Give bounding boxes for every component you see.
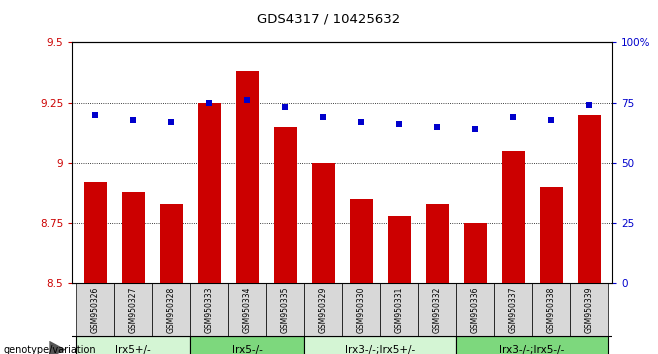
Bar	[350, 199, 372, 283]
Point	[242, 97, 253, 103]
Bar	[76, 336, 190, 354]
Point	[166, 119, 176, 125]
Text: lrx3-/-;lrx5+/-: lrx3-/-;lrx5+/-	[345, 344, 415, 354]
Bar	[388, 216, 411, 283]
Point	[584, 102, 594, 108]
Text: GSM950337: GSM950337	[509, 286, 518, 333]
Bar	[152, 283, 190, 336]
Bar	[342, 283, 380, 336]
Text: GSM950335: GSM950335	[281, 286, 290, 333]
Text: GSM950331: GSM950331	[395, 286, 403, 333]
Bar	[114, 283, 152, 336]
Point	[432, 124, 442, 130]
Bar	[570, 283, 608, 336]
Text: GSM950326: GSM950326	[91, 286, 99, 333]
Text: GDS4317 / 10425632: GDS4317 / 10425632	[257, 12, 401, 25]
Bar	[160, 204, 182, 283]
Bar	[456, 336, 608, 354]
Bar	[190, 283, 228, 336]
Bar	[76, 283, 114, 336]
Point	[546, 117, 557, 122]
Polygon shape	[49, 341, 66, 354]
Text: lrx5+/-: lrx5+/-	[115, 344, 151, 354]
Point	[356, 119, 367, 125]
Bar	[494, 283, 532, 336]
Bar	[190, 336, 304, 354]
Bar	[464, 223, 486, 283]
Text: GSM950329: GSM950329	[318, 286, 328, 333]
Point	[90, 112, 101, 118]
Point	[280, 105, 290, 110]
Bar	[380, 283, 418, 336]
Bar	[456, 283, 494, 336]
Text: GSM950339: GSM950339	[585, 286, 594, 333]
Text: GSM950332: GSM950332	[433, 286, 442, 333]
Text: lrx5-/-: lrx5-/-	[232, 344, 263, 354]
Text: GSM950334: GSM950334	[243, 286, 251, 333]
Text: GSM950330: GSM950330	[357, 286, 366, 333]
Bar	[274, 127, 297, 283]
Point	[318, 114, 328, 120]
Text: GSM950328: GSM950328	[166, 287, 176, 333]
Bar	[122, 192, 145, 283]
Point	[204, 100, 215, 105]
Bar	[540, 187, 563, 283]
Bar	[312, 163, 334, 283]
Point	[508, 114, 519, 120]
Bar	[426, 204, 449, 283]
Bar	[236, 72, 259, 283]
Bar	[532, 283, 570, 336]
Text: genotype/variation: genotype/variation	[3, 344, 96, 354]
Bar	[578, 115, 601, 283]
Bar	[502, 151, 524, 283]
Point	[128, 117, 138, 122]
Text: GSM950327: GSM950327	[129, 286, 138, 333]
Text: lrx3-/-;lrx5-/-: lrx3-/-;lrx5-/-	[499, 344, 565, 354]
Text: GSM950333: GSM950333	[205, 286, 214, 333]
Text: GSM950336: GSM950336	[470, 286, 480, 333]
Bar	[198, 103, 220, 283]
Bar	[304, 283, 342, 336]
Bar	[418, 283, 456, 336]
Point	[470, 126, 480, 132]
Bar	[304, 336, 456, 354]
Bar	[266, 283, 304, 336]
Point	[394, 121, 405, 127]
Text: GSM950338: GSM950338	[547, 286, 555, 333]
Bar	[84, 182, 107, 283]
Bar	[228, 283, 266, 336]
